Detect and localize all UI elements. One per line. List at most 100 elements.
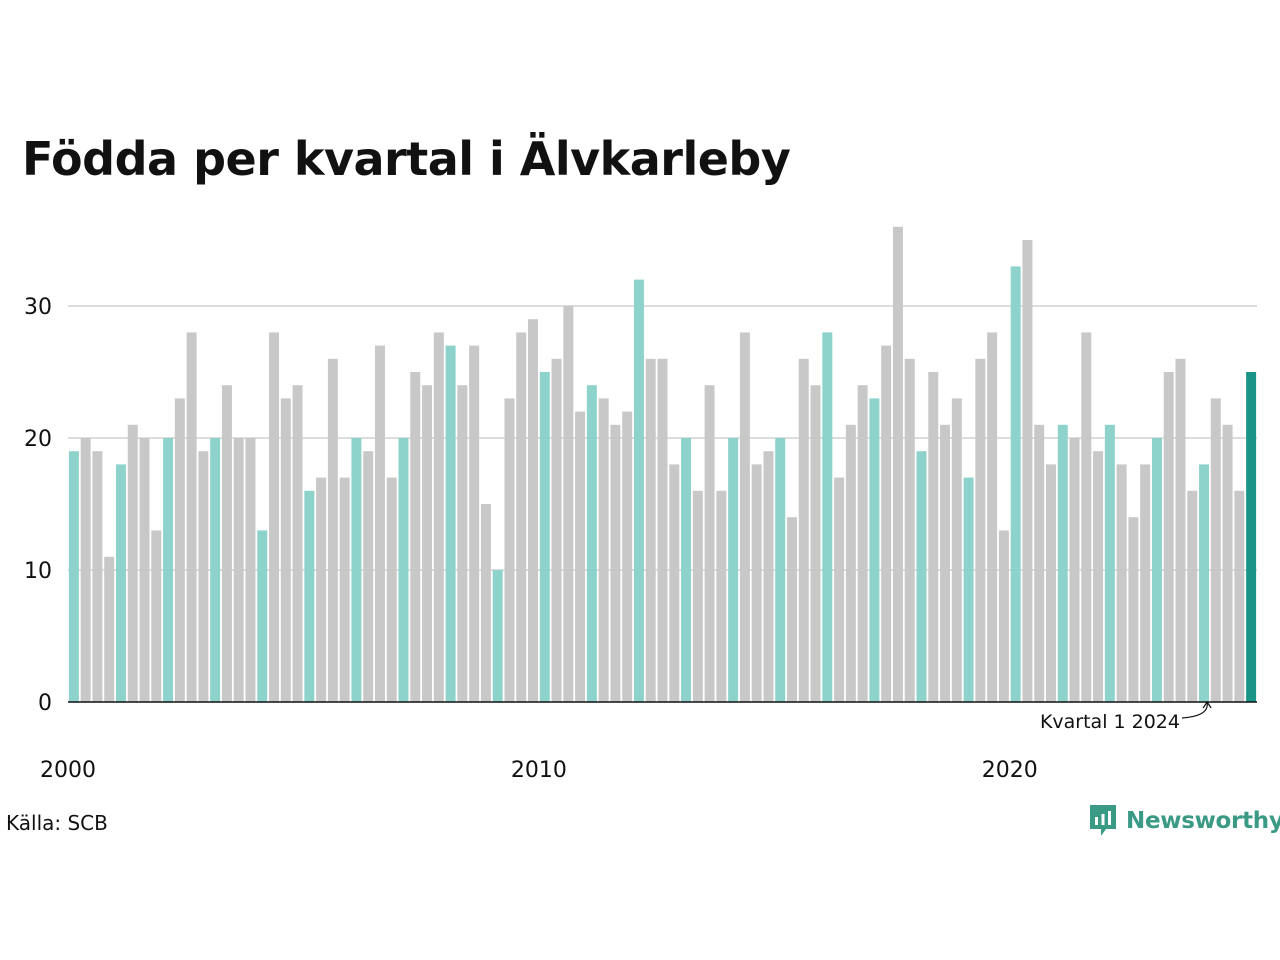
bar: [787, 517, 797, 702]
y-tick-label: 30: [24, 295, 52, 320]
bar: [622, 411, 633, 702]
bar: [563, 306, 574, 702]
bar: [551, 358, 562, 702]
bar: [457, 385, 468, 702]
bar: [951, 398, 962, 702]
bar: [174, 398, 185, 702]
y-tick-label: 0: [38, 691, 52, 716]
bar: [987, 332, 998, 702]
bar: [386, 477, 397, 702]
bar: [80, 438, 91, 702]
bar: [292, 385, 303, 702]
bar: [198, 451, 209, 702]
bar: [1081, 332, 1092, 702]
newsworthy-logo-icon: [1090, 805, 1116, 836]
y-tick-label: 20: [24, 427, 52, 452]
bar: [104, 556, 115, 702]
bar: [1128, 517, 1139, 702]
bar: [1246, 372, 1257, 702]
bar: [1093, 451, 1104, 702]
bar: [963, 477, 974, 702]
bar: [1187, 490, 1198, 702]
bar: [681, 438, 692, 702]
bar: [68, 451, 79, 702]
bar: [598, 398, 609, 702]
bar: [1010, 266, 1021, 702]
bar: [728, 438, 739, 702]
bar: [810, 385, 821, 702]
bar: [633, 279, 644, 702]
bar: [881, 345, 892, 702]
bars: [68, 226, 1257, 703]
bar: [92, 451, 103, 702]
bar: [822, 332, 833, 702]
bar: [1151, 438, 1162, 702]
bar: [1210, 398, 1221, 702]
bar: [1199, 464, 1210, 702]
bar: [245, 438, 256, 702]
y-tick-labels: 0 10 20 30: [24, 295, 52, 716]
bar: [575, 411, 586, 702]
bar: [115, 464, 126, 702]
bar: [257, 530, 268, 702]
bar: [151, 530, 162, 702]
bar: [763, 451, 774, 702]
bar: [280, 398, 291, 702]
bar: [1234, 490, 1245, 702]
bar: [1057, 424, 1068, 702]
annotation-label: Kvartal 1 2024: [1040, 711, 1180, 733]
bar: [210, 438, 221, 702]
x-tick-label: 2010: [511, 758, 567, 783]
bar: [269, 332, 280, 702]
bar: [504, 398, 515, 702]
y-tick-label: 10: [24, 559, 52, 584]
bar: [704, 385, 715, 702]
bar: [1175, 358, 1186, 702]
bar: [798, 358, 809, 702]
annotation-arrowhead: [1202, 700, 1212, 709]
bar: [834, 477, 845, 702]
x-tick-label: 2000: [40, 758, 96, 783]
bar: [221, 385, 232, 702]
latest-annotation: Kvartal 1 2024: [1040, 700, 1212, 733]
bar: [1222, 424, 1233, 702]
bar: [857, 385, 868, 702]
bar: [316, 477, 327, 702]
bar: [233, 438, 244, 702]
bar: [422, 385, 433, 702]
bar: [433, 332, 444, 702]
bar: [1104, 424, 1115, 702]
bar: [492, 570, 503, 702]
bar: [351, 438, 362, 702]
bar: [669, 464, 680, 702]
bar: [904, 358, 915, 702]
bar: [127, 424, 138, 702]
bar: [398, 438, 409, 702]
bar: [645, 358, 656, 702]
source-note: Källa: SCB: [6, 811, 108, 835]
bar: [339, 477, 350, 702]
bar: [716, 490, 727, 702]
brand-name: Newsworthy: [1126, 808, 1280, 834]
bar: [528, 319, 538, 702]
bar: [1045, 464, 1056, 702]
bar: [480, 504, 491, 702]
bar: [1116, 464, 1127, 702]
newsworthy-logo: Newsworthy: [1088, 803, 1280, 839]
bar: [739, 332, 750, 702]
bar: [410, 372, 421, 702]
bar: [892, 226, 903, 703]
bar: [363, 451, 374, 702]
chart-title: Födda per kvartal i Älvkarleby: [22, 132, 791, 186]
bar: [469, 345, 480, 702]
x-tick-label: 2020: [982, 758, 1038, 783]
bar: [975, 358, 986, 702]
bar: [374, 345, 385, 702]
bar: [657, 358, 668, 702]
bar: [139, 438, 150, 702]
bar: [845, 424, 856, 702]
bar: [1034, 424, 1045, 702]
annotation-arrow: [1181, 702, 1208, 719]
bar: [1069, 438, 1080, 702]
